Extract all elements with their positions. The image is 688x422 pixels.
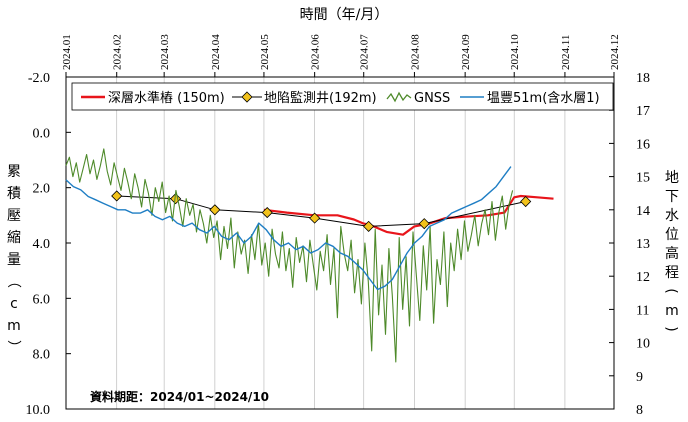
y-right-tick-label: 8 xyxy=(636,403,643,418)
left-axis-label-char: 累 xyxy=(7,164,21,180)
legend-swatch-gnss xyxy=(386,91,412,103)
y-left-tick-label: 6.0 xyxy=(33,292,51,307)
x-tick-label: 2024.09 xyxy=(460,34,472,70)
left-axis-label-char: ） xyxy=(5,340,21,354)
legend: 深層水準樁 (150m) 地陷監測井(192m) GNSS 塭豐51m(含水層1… xyxy=(71,82,614,111)
x-tick-label: 2024.05 xyxy=(259,34,271,70)
y-right-tick-label: 11 xyxy=(636,303,649,318)
left-axis-label-char: 縮 xyxy=(7,230,21,246)
left-axis-ticks: -2.0 0.0 2.0 4.0 6.0 8.0 10.0 xyxy=(26,71,71,418)
y-right-tick-label: 12 xyxy=(636,270,650,285)
right-axis-label-char: ( xyxy=(663,288,679,293)
left-axis-label-char: m xyxy=(7,318,21,334)
right-axis-label-char: ) xyxy=(663,326,679,331)
x-axis-ticks: 2024.01 2024.02 2024.03 2024.04 2024.05 2024.… xyxy=(61,34,621,77)
y-right-tick-label: 10 xyxy=(636,337,650,352)
legend-swatch-well-marker xyxy=(241,91,253,103)
data-point xyxy=(309,212,321,224)
left-axis-label-char: 積 xyxy=(7,186,21,202)
series-line xyxy=(263,194,554,236)
right-axis-label-char: m xyxy=(665,303,679,319)
y-left-tick-label: 2.0 xyxy=(33,182,51,197)
x-tick-label: 2024.10 xyxy=(509,34,521,70)
right-axis-label-char: 位 xyxy=(665,227,679,243)
series-2 xyxy=(65,148,514,363)
y-right-tick-label: 16 xyxy=(636,137,650,152)
y-right-tick-label: 14 xyxy=(636,204,650,219)
x-tick-label: 2024.02 xyxy=(112,34,124,70)
left-axis-label-char: c xyxy=(10,296,18,312)
x-tick-label: 2024.11 xyxy=(560,35,572,70)
right-axis-label-char: 水 xyxy=(665,208,679,224)
chart-title: 時間（年/月） xyxy=(300,7,389,23)
x-tick-label: 2024.06 xyxy=(310,34,322,70)
legend-label-gnss: GNSS xyxy=(414,91,450,106)
right-axis-label-char: 地 xyxy=(665,170,679,186)
data-point xyxy=(418,218,430,230)
y-right-tick-label: 15 xyxy=(636,171,650,186)
series-3 xyxy=(65,166,512,291)
y-right-tick-label: 18 xyxy=(636,71,650,86)
series-layer xyxy=(65,148,554,363)
right-axis-label-char: 下 xyxy=(665,189,679,205)
x-tick-label: 2024.07 xyxy=(359,34,371,70)
y-right-tick-label: 17 xyxy=(636,104,650,119)
legend-label-well: 地陷監測井(192m) xyxy=(264,90,377,106)
right-axis-label-char: 程 xyxy=(665,265,679,281)
right-axis-ticks: 8 9 10 11 12 13 14 15 16 17 18 xyxy=(609,71,650,418)
y-left-tick-label: 8.0 xyxy=(33,348,51,363)
data-point xyxy=(209,204,221,216)
legend-label-level: 深層水準樁 (150m) xyxy=(108,90,225,106)
data-period-note: 資料期距：2024/01~2024/10 xyxy=(90,389,269,404)
legend-box xyxy=(71,82,614,111)
left-axis-label-char: 壓 xyxy=(7,208,21,224)
y-right-tick-label: 9 xyxy=(636,370,643,385)
y-left-tick-label: 0.0 xyxy=(33,126,51,141)
x-tick-label: 2024.03 xyxy=(159,34,171,70)
y-right-tick-label: 13 xyxy=(636,237,650,252)
x-tick-label: 2024.12 xyxy=(609,34,621,70)
left-axis-label-char: （ xyxy=(5,274,21,288)
y-left-tick-label: -2.0 xyxy=(28,71,50,86)
data-point xyxy=(261,207,273,219)
series-line xyxy=(65,148,514,363)
data-point xyxy=(363,220,375,232)
series-1 xyxy=(111,190,532,232)
series-line xyxy=(65,166,512,291)
x-tick-label: 2024.08 xyxy=(409,34,421,70)
right-axis-label-char: 高 xyxy=(665,245,679,262)
data-point xyxy=(111,190,123,202)
x-tick-label: 2024.01 xyxy=(61,34,73,70)
legend-label-groundwater: 塭豐51m(含水層1) xyxy=(487,90,600,106)
x-tick-label: 2024.04 xyxy=(210,34,222,70)
y-left-tick-label: 4.0 xyxy=(33,237,51,252)
series-line xyxy=(116,195,526,227)
data-point xyxy=(520,195,532,208)
y-left-tick-label: 10.0 xyxy=(26,403,51,418)
left-axis-label-char: 量 xyxy=(7,252,21,268)
series-0 xyxy=(263,194,554,236)
